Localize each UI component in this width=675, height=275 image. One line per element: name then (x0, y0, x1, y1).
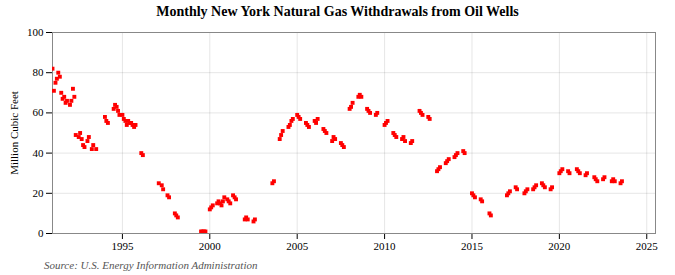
svg-text:60: 60 (33, 106, 45, 118)
svg-text:2020: 2020 (548, 240, 571, 252)
svg-text:0: 0 (38, 227, 44, 239)
svg-text:2010: 2010 (374, 240, 397, 252)
svg-text:2005: 2005 (286, 240, 309, 252)
svg-text:20: 20 (33, 187, 45, 199)
svg-text:1995: 1995 (111, 240, 134, 252)
svg-text:80: 80 (33, 66, 45, 78)
svg-text:2025: 2025 (636, 240, 659, 252)
html-text:Source: U.S. Energy Informatio: Source: U.S. Energy Information Administ… (44, 259, 258, 271)
svg-text:40: 40 (33, 147, 45, 159)
svg-text:Million Cubic Feet: Million Cubic Feet (8, 91, 20, 175)
html-text:Monthly New York Natural Gas W: Monthly New York Natural Gas Withdrawals… (156, 4, 519, 19)
svg-text:2000: 2000 (199, 240, 222, 252)
svg-text:100: 100 (27, 26, 44, 38)
svg-text:2015: 2015 (461, 240, 484, 252)
